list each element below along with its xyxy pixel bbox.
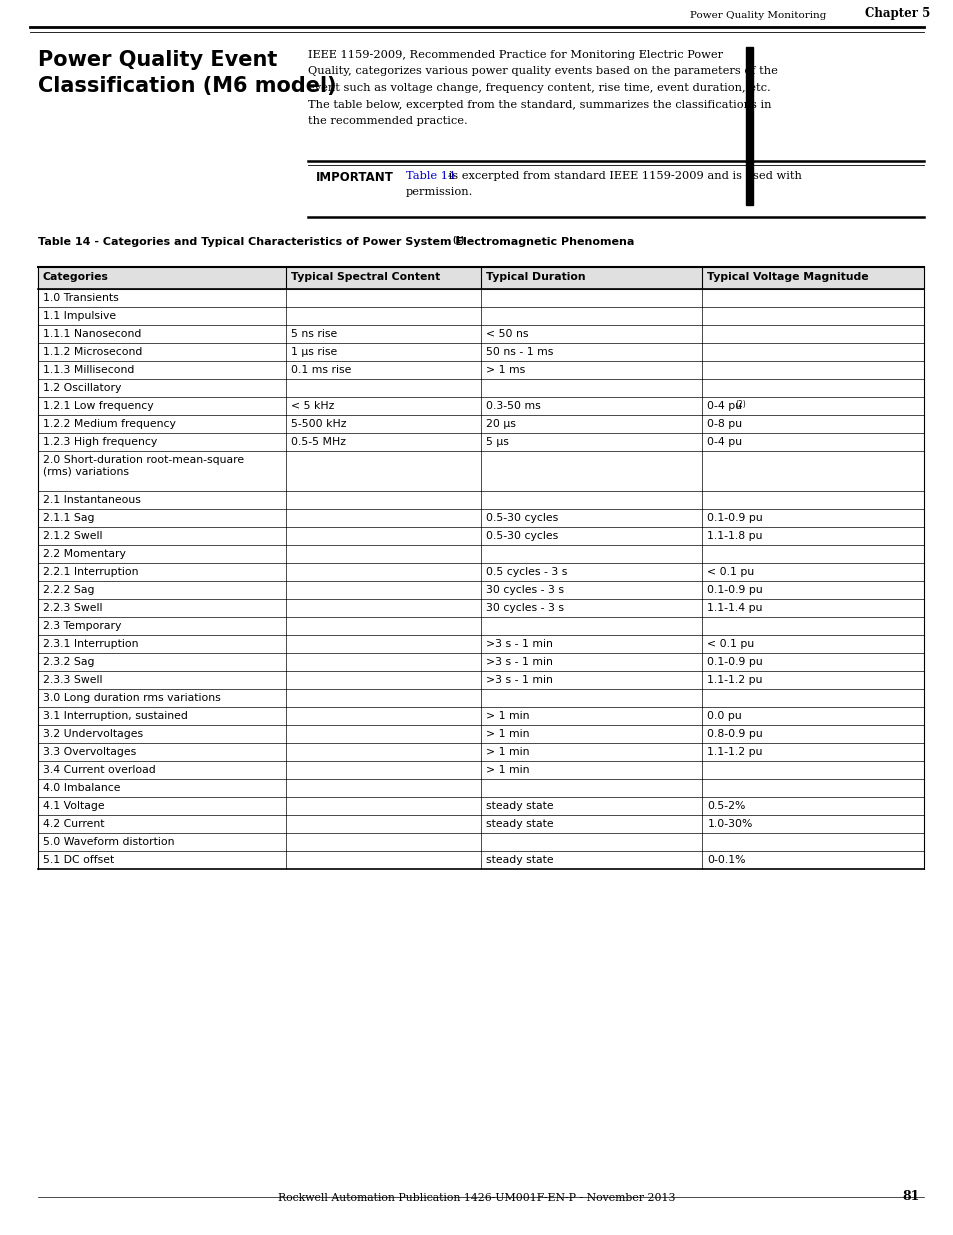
Text: 0.1-0.9 pu: 0.1-0.9 pu <box>707 585 762 595</box>
Text: 0.1 ms rise: 0.1 ms rise <box>291 366 351 375</box>
Text: 1.1.1 Nanosecond: 1.1.1 Nanosecond <box>43 329 141 338</box>
Text: 2.3.2 Sag: 2.3.2 Sag <box>43 657 94 667</box>
Text: 1.2 Oscillatory: 1.2 Oscillatory <box>43 383 121 393</box>
Text: > 1 ms: > 1 ms <box>485 366 525 375</box>
Text: 0-4 pu: 0-4 pu <box>707 437 741 447</box>
Text: Power Quality Monitoring: Power Quality Monitoring <box>689 11 825 20</box>
Text: 2.1.2 Swell: 2.1.2 Swell <box>43 531 102 541</box>
Text: 81: 81 <box>902 1191 919 1203</box>
Text: 2.3.3 Swell: 2.3.3 Swell <box>43 676 102 685</box>
Text: 30 cycles - 3 s: 30 cycles - 3 s <box>485 585 563 595</box>
Text: 1.0 Transients: 1.0 Transients <box>43 293 118 303</box>
Text: 0.5-2%: 0.5-2% <box>707 802 745 811</box>
Text: 2.0 Short-duration root-mean-square
(rms) variations: 2.0 Short-duration root-mean-square (rms… <box>43 454 244 477</box>
Text: 2.1 Instantaneous: 2.1 Instantaneous <box>43 495 141 505</box>
Bar <box>745 47 752 205</box>
Text: >3 s - 1 min: >3 s - 1 min <box>485 638 553 650</box>
Text: 5-500 kHz: 5-500 kHz <box>291 419 346 429</box>
Text: 4.1 Voltage: 4.1 Voltage <box>43 802 105 811</box>
Text: Quality, categorizes various power quality events based on the parameters of the: Quality, categorizes various power quali… <box>308 67 777 77</box>
Text: 0.5-30 cycles: 0.5-30 cycles <box>485 513 558 522</box>
Text: 1.2.3 High frequency: 1.2.3 High frequency <box>43 437 157 447</box>
Text: 2.2.3 Swell: 2.2.3 Swell <box>43 603 102 613</box>
Text: 0.3-50 ms: 0.3-50 ms <box>485 401 540 411</box>
Text: > 1 min: > 1 min <box>485 747 529 757</box>
Text: 2.3.1 Interruption: 2.3.1 Interruption <box>43 638 138 650</box>
Bar <box>38 267 923 289</box>
Text: 0.5-30 cycles: 0.5-30 cycles <box>485 531 558 541</box>
Text: the recommended practice.: the recommended practice. <box>308 116 467 126</box>
Text: 3.0 Long duration rms variations: 3.0 Long duration rms variations <box>43 693 220 703</box>
Text: 5.0 Waveform distortion: 5.0 Waveform distortion <box>43 837 174 847</box>
Text: Typical Voltage Magnitude: Typical Voltage Magnitude <box>707 272 868 282</box>
Text: 1.1-1.2 pu: 1.1-1.2 pu <box>707 676 762 685</box>
Text: Table 14: Table 14 <box>406 170 455 182</box>
Text: 1.2.1 Low frequency: 1.2.1 Low frequency <box>43 401 153 411</box>
Text: 2.2 Momentary: 2.2 Momentary <box>43 550 126 559</box>
Text: 0.0 pu: 0.0 pu <box>707 711 741 721</box>
Text: 5 ns rise: 5 ns rise <box>291 329 337 338</box>
Text: 4.2 Current: 4.2 Current <box>43 819 105 829</box>
Text: < 5 kHz: < 5 kHz <box>291 401 335 411</box>
Text: 1.0-30%: 1.0-30% <box>707 819 752 829</box>
Text: Chapter 5: Chapter 5 <box>864 7 929 20</box>
Text: 5.1 DC offset: 5.1 DC offset <box>43 855 114 864</box>
Text: < 0.1 pu: < 0.1 pu <box>707 567 754 577</box>
Text: 1 μs rise: 1 μs rise <box>291 347 337 357</box>
Text: (2): (2) <box>735 400 745 409</box>
Text: steady state: steady state <box>485 855 553 864</box>
Text: permission.: permission. <box>406 186 473 198</box>
Text: 3.2 Undervoltages: 3.2 Undervoltages <box>43 729 143 739</box>
Text: 1.1-1.2 pu: 1.1-1.2 pu <box>707 747 762 757</box>
Text: 1.1.2 Microsecond: 1.1.2 Microsecond <box>43 347 142 357</box>
Text: 50 ns - 1 ms: 50 ns - 1 ms <box>485 347 553 357</box>
Text: >3 s - 1 min: >3 s - 1 min <box>485 676 553 685</box>
Text: 5 μs: 5 μs <box>485 437 508 447</box>
Text: 0-0.1%: 0-0.1% <box>707 855 745 864</box>
Text: steady state: steady state <box>485 802 553 811</box>
Text: 1.1-1.4 pu: 1.1-1.4 pu <box>707 603 762 613</box>
Text: Categories: Categories <box>43 272 109 282</box>
Text: 1.1-1.8 pu: 1.1-1.8 pu <box>707 531 762 541</box>
Text: (1): (1) <box>452 236 464 245</box>
Text: Typical Duration: Typical Duration <box>485 272 585 282</box>
Text: 2.2.1 Interruption: 2.2.1 Interruption <box>43 567 138 577</box>
Text: Table 14 - Categories and Typical Characteristics of Power System Electromagneti: Table 14 - Categories and Typical Charac… <box>38 237 634 247</box>
Text: > 1 min: > 1 min <box>485 729 529 739</box>
Text: 4.0 Imbalance: 4.0 Imbalance <box>43 783 120 793</box>
Text: 30 cycles - 3 s: 30 cycles - 3 s <box>485 603 563 613</box>
Text: steady state: steady state <box>485 819 553 829</box>
Text: 3.1 Interruption, sustained: 3.1 Interruption, sustained <box>43 711 188 721</box>
Text: 0.1-0.9 pu: 0.1-0.9 pu <box>707 657 762 667</box>
Text: 1.2.2 Medium frequency: 1.2.2 Medium frequency <box>43 419 175 429</box>
Text: Power Quality Event
Classification (M6 model): Power Quality Event Classification (M6 m… <box>38 49 336 95</box>
Text: > 1 min: > 1 min <box>485 764 529 776</box>
Text: 0-8 pu: 0-8 pu <box>707 419 741 429</box>
Text: IMPORTANT: IMPORTANT <box>315 170 394 184</box>
Text: 0.5 cycles - 3 s: 0.5 cycles - 3 s <box>485 567 567 577</box>
Text: Typical Spectral Content: Typical Spectral Content <box>291 272 440 282</box>
Text: 20 μs: 20 μs <box>485 419 516 429</box>
Text: < 0.1 pu: < 0.1 pu <box>707 638 754 650</box>
Text: 2.3 Temporary: 2.3 Temporary <box>43 621 121 631</box>
Text: 0.8-0.9 pu: 0.8-0.9 pu <box>707 729 762 739</box>
Text: > 1 min: > 1 min <box>485 711 529 721</box>
Text: 1.1.3 Millisecond: 1.1.3 Millisecond <box>43 366 134 375</box>
Text: 0-4 pu: 0-4 pu <box>707 401 741 411</box>
Text: < 50 ns: < 50 ns <box>485 329 528 338</box>
Text: 0.5-5 MHz: 0.5-5 MHz <box>291 437 346 447</box>
Text: 1.1 Impulsive: 1.1 Impulsive <box>43 311 116 321</box>
Text: 3.3 Overvoltages: 3.3 Overvoltages <box>43 747 136 757</box>
Text: Rockwell Automation Publication 1426-UM001F-EN-P - November 2013: Rockwell Automation Publication 1426-UM0… <box>278 1193 675 1203</box>
Text: 0.1-0.9 pu: 0.1-0.9 pu <box>707 513 762 522</box>
Text: >3 s - 1 min: >3 s - 1 min <box>485 657 553 667</box>
Text: 2.1.1 Sag: 2.1.1 Sag <box>43 513 94 522</box>
Text: 3.4 Current overload: 3.4 Current overload <box>43 764 155 776</box>
Text: event such as voltage change, frequency content, rise time, event duration, etc.: event such as voltage change, frequency … <box>308 83 770 93</box>
Text: is excerpted from standard IEEE 1159-2009 and is used with: is excerpted from standard IEEE 1159-200… <box>444 170 801 182</box>
Text: The table below, excerpted from the standard, summarizes the classifications in: The table below, excerpted from the stan… <box>308 100 771 110</box>
Text: IEEE 1159-2009, Recommended Practice for Monitoring Electric Power: IEEE 1159-2009, Recommended Practice for… <box>308 49 722 61</box>
Text: 2.2.2 Sag: 2.2.2 Sag <box>43 585 94 595</box>
